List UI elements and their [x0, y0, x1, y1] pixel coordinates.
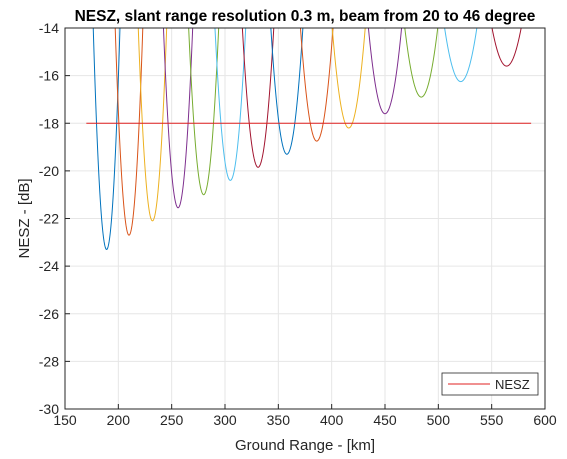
chart-title: NESZ, slant range resolution 0.3 m, beam…	[75, 8, 536, 25]
x-tick-label: 200	[107, 412, 131, 428]
y-tick-label: -20	[39, 163, 59, 179]
beam-curve-1	[92, 28, 121, 251]
y-tick-label: -24	[39, 258, 59, 274]
beam-curve-14	[491, 28, 522, 67]
beam-curve-8	[270, 28, 304, 155]
x-tick-label: 300	[213, 412, 237, 428]
x-axis-label: Ground Range - [km]	[235, 437, 375, 454]
beam-curve-13	[444, 28, 478, 83]
y-tick-label: -30	[39, 401, 59, 417]
beam-curve-11	[367, 28, 403, 115]
x-tick-label: 350	[267, 412, 291, 428]
y-tick-label: -22	[39, 211, 59, 227]
legend-entry-nesz: NESZ	[495, 377, 530, 392]
x-tick-label: 600	[533, 412, 557, 428]
beam-curve-2	[114, 28, 144, 236]
y-tick-label: -14	[39, 20, 59, 36]
y-tick-label: -18	[39, 115, 59, 131]
beam-curve-6	[214, 28, 247, 181]
beam-curve-12	[404, 28, 439, 98]
beam-curve-10	[331, 28, 366, 129]
beam-curve-7	[241, 28, 275, 168]
plot-box	[64, 27, 546, 410]
y-tick-label: -16	[39, 68, 59, 84]
beam-curve-3	[137, 28, 168, 222]
x-tick-label: 550	[480, 412, 504, 428]
y-axis-label: NESZ - [dB]	[16, 178, 33, 258]
y-tick-label: -28	[39, 353, 59, 369]
x-tick-label: 400	[320, 412, 344, 428]
x-tick-label: 500	[427, 412, 451, 428]
beam-curve-4	[162, 28, 194, 209]
tick-labels: 150 200 250 300 350 400 450 500 550 600 -30 -28 -26 -…	[39, 20, 557, 428]
beam-curve-5	[188, 28, 220, 196]
x-tick-label: 250	[160, 412, 184, 428]
x-tick-label: 150	[53, 412, 77, 428]
beam-curve-9	[299, 28, 334, 142]
legend: NESZ	[441, 372, 539, 396]
y-tick-label: -26	[39, 306, 59, 322]
x-tick-label: 450	[373, 412, 397, 428]
beam-curves	[92, 28, 522, 251]
